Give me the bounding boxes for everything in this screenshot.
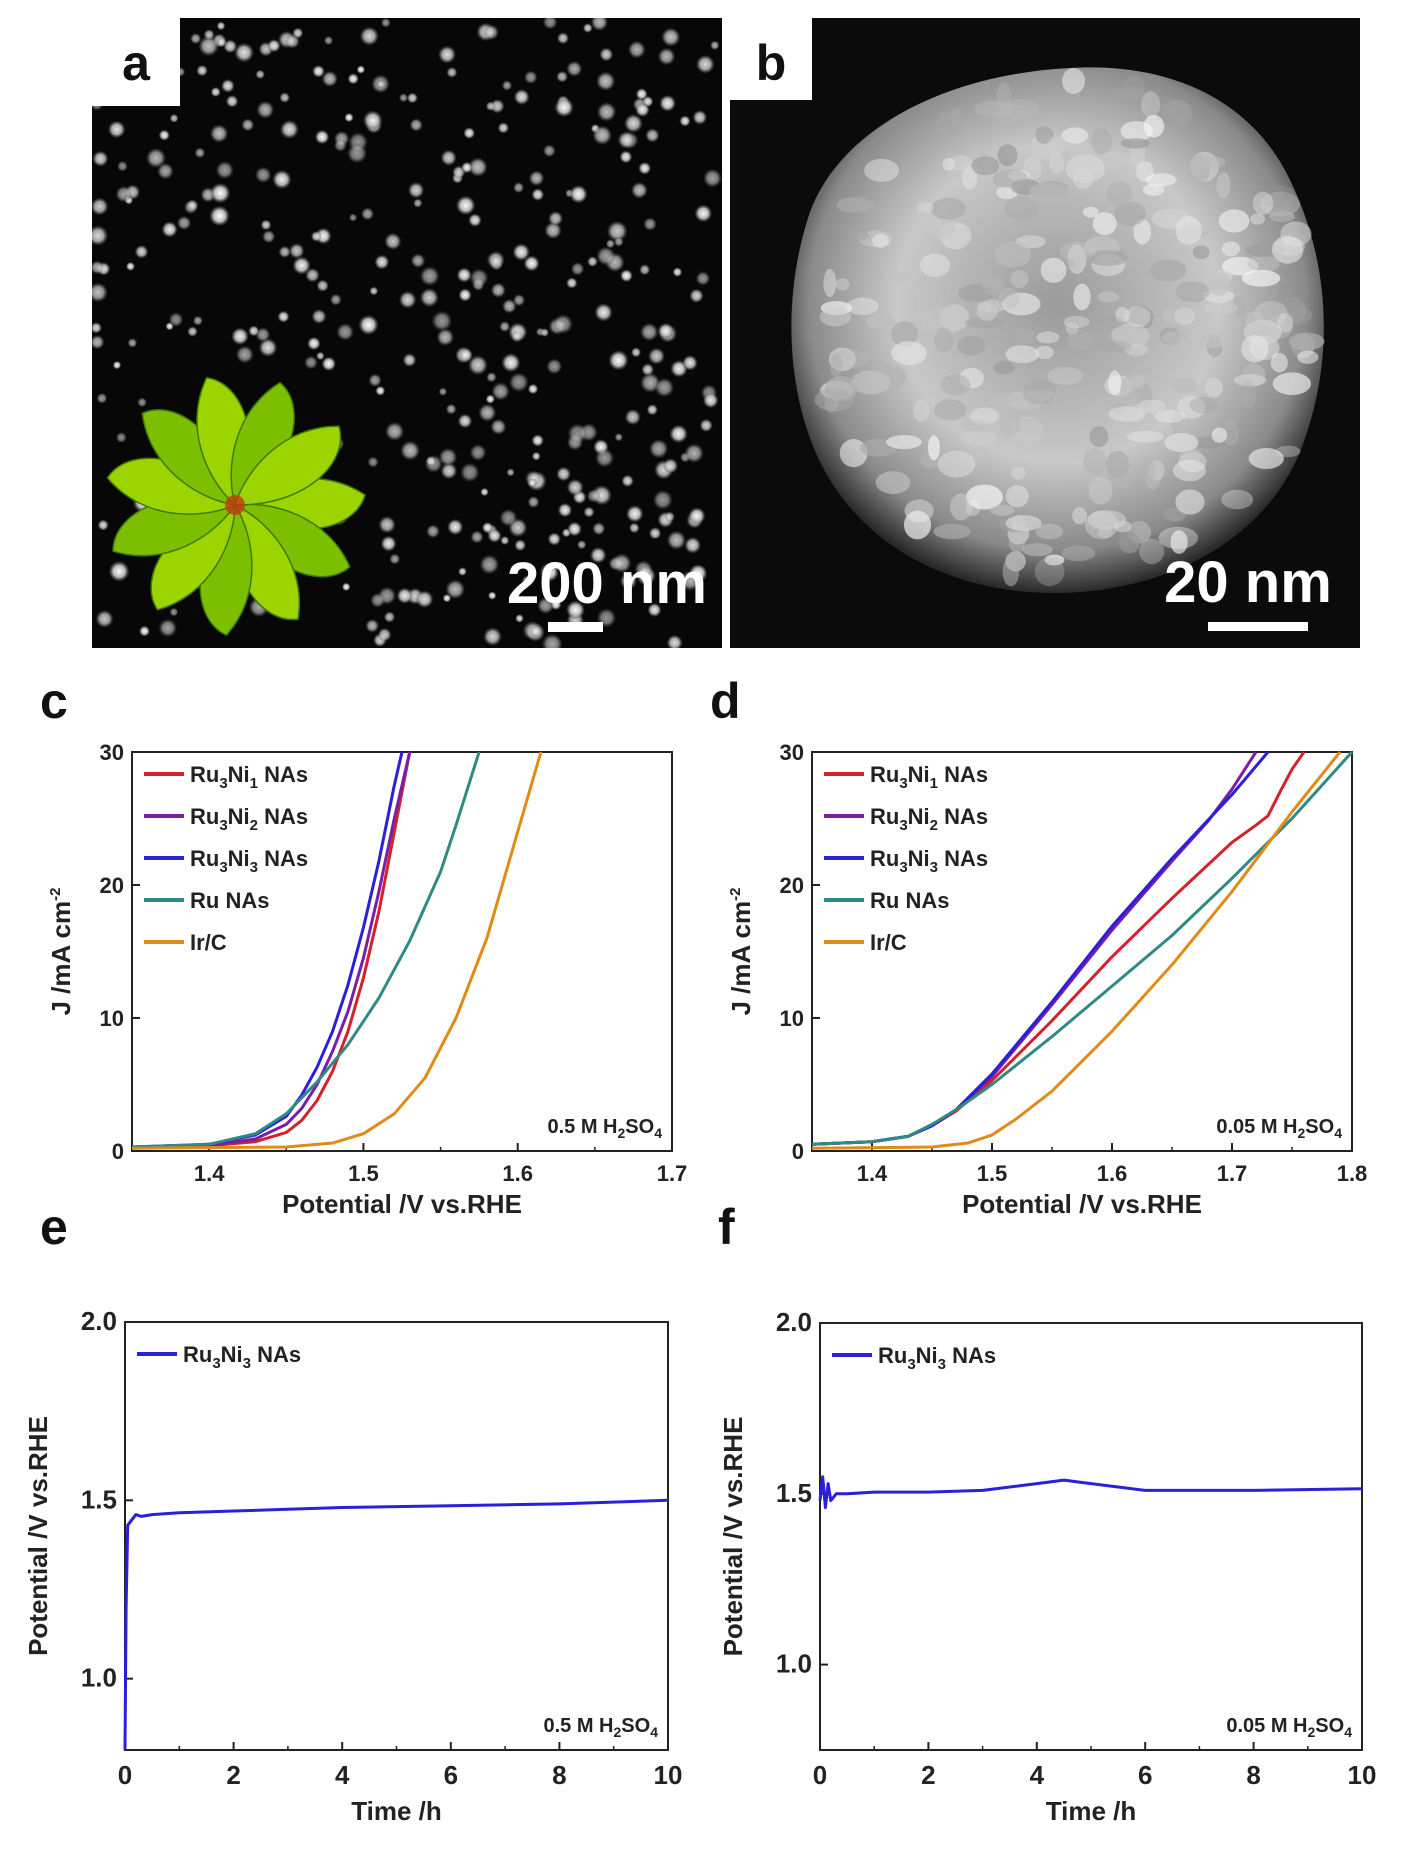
panel-label-f: f [718, 1199, 735, 1255]
x-tick-label: 8 [1246, 1760, 1260, 1790]
y-tick-label: 30 [780, 740, 804, 765]
x-tick-label: 1.5 [977, 1161, 1008, 1186]
legend-label: Ru NAs [190, 888, 269, 913]
x-tick-label: 4 [335, 1760, 350, 1790]
x-tick-label: 0 [813, 1760, 827, 1790]
electrolyte-annotation: 0.05 M H2SO4 [1216, 1116, 1342, 1141]
x-tick-label: 1.5 [348, 1161, 379, 1186]
legend-label: Ru3Ni1 NAs [870, 762, 988, 792]
panel-label-a: a [122, 35, 151, 91]
chart-e: 0 2 4 6 8 10 1.0 1.5 2.0 Time /h Potential /V vs.R… [23, 1306, 682, 1826]
series-line [818, 1475, 1363, 1509]
scale-text-b: 20 nm [1164, 550, 1332, 615]
flower-illustration [106, 376, 366, 637]
x-axis-label: Time /h [351, 1796, 442, 1826]
legend-label: Ru3Ni2 NAs [190, 804, 308, 834]
legend-label: Ru3Ni2 NAs [870, 804, 988, 834]
micrograph-a: 200 nm a [92, 18, 722, 648]
x-tick-label: 8 [552, 1760, 566, 1790]
y-tick-label: 0 [112, 1139, 124, 1164]
x-tick-label: 1.7 [1217, 1161, 1248, 1186]
series-line [123, 1498, 669, 1751]
y-axis-label: Potential /V vs.RHE [718, 1417, 748, 1657]
y-axis-label: J /mA cm-2 [726, 888, 756, 1016]
electrolyte-annotation: 0.05 M H2SO4 [1226, 1715, 1352, 1740]
chart-d: 1.4 1.5 1.6 1.7 1.8 0 10 20 30 Potential /V vs.RH… [726, 740, 1367, 1219]
scale-text-a: 200 nm [507, 551, 707, 616]
series-line [131, 751, 543, 1150]
plot-frame [124, 1321, 669, 1751]
series-line [811, 750, 1354, 1146]
legend-label: Ru3Ni1 NAs [190, 762, 308, 792]
y-tick-label: 0 [792, 1139, 804, 1164]
legend-label: Ru3Ni3 NAs [878, 1343, 996, 1373]
chart-f: 0 2 4 6 8 10 1.0 1.5 2.0 Time /h Potential /V vs.R… [718, 1307, 1376, 1826]
y-tick-label: 1.0 [81, 1663, 117, 1693]
y-axis-label: J /mA cm-2 [46, 888, 76, 1016]
x-tick-label: 6 [1138, 1760, 1152, 1790]
x-axis-label: Potential /V vs.RHE [282, 1189, 522, 1219]
x-tick-label: 2 [226, 1760, 240, 1790]
panel-label-e: e [40, 1199, 68, 1255]
x-tick-label: 1.4 [194, 1161, 225, 1186]
legend-label: Ru3Ni3 NAs [190, 846, 308, 876]
y-tick-label: 1.5 [776, 1478, 812, 1508]
y-tick-label: 30 [100, 740, 124, 765]
chart-c: 1.4 1.5 1.6 1.7 0 10 20 30 Potential /V vs.RHE J … [46, 740, 687, 1219]
x-tick-label: 1.6 [502, 1161, 533, 1186]
micrograph-b: 20 nm b [730, 18, 1360, 648]
plot-frame [811, 751, 1353, 1152]
series-line [131, 751, 481, 1149]
x-tick-label: 2 [921, 1760, 935, 1790]
x-tick-label: 10 [1348, 1760, 1377, 1790]
y-tick-label: 10 [780, 1006, 804, 1031]
x-axis-label: Time /h [1046, 1796, 1137, 1826]
series-line [131, 751, 412, 1149]
x-tick-label: 4 [1030, 1760, 1045, 1790]
y-tick-label: 2.0 [81, 1306, 117, 1336]
y-tick-label: 20 [100, 873, 124, 898]
x-tick-label: 10 [654, 1760, 683, 1790]
y-tick-label: 1.0 [776, 1649, 812, 1679]
scale-bar-a [548, 622, 603, 632]
x-tick-label: 1.8 [1337, 1161, 1368, 1186]
y-tick-label: 1.5 [81, 1484, 117, 1514]
electrolyte-annotation: 0.5 M H2SO4 [547, 1116, 662, 1141]
panel-label-d: d [710, 673, 741, 729]
x-axis-label: Potential /V vs.RHE [962, 1189, 1202, 1219]
y-tick-label: 20 [780, 873, 804, 898]
series-line [131, 751, 412, 1149]
panel-label-c: c [40, 673, 68, 729]
y-axis-label: Potential /V vs.RHE [23, 1416, 53, 1656]
plot-frame [819, 1322, 1363, 1751]
legend-label: Ru3Ni3 NAs [183, 1342, 301, 1372]
electrolyte-annotation: 0.5 M H2SO4 [543, 1715, 658, 1740]
x-tick-label: 1.4 [857, 1161, 888, 1186]
panel-label-b: b [756, 35, 787, 91]
legend-label: Ru3Ni3 NAs [870, 846, 988, 876]
series-line [811, 751, 1342, 1150]
x-tick-label: 6 [444, 1760, 458, 1790]
y-tick-label: 2.0 [776, 1307, 812, 1337]
x-tick-label: 0 [118, 1760, 132, 1790]
legend-label: Ru NAs [870, 888, 949, 913]
y-tick-label: 10 [100, 1006, 124, 1031]
x-tick-label: 1.7 [657, 1161, 688, 1186]
scale-bar-b [1208, 622, 1308, 631]
legend-label: Ir/C [870, 930, 907, 955]
legend-label: Ir/C [190, 930, 227, 955]
x-tick-label: 1.6 [1097, 1161, 1128, 1186]
